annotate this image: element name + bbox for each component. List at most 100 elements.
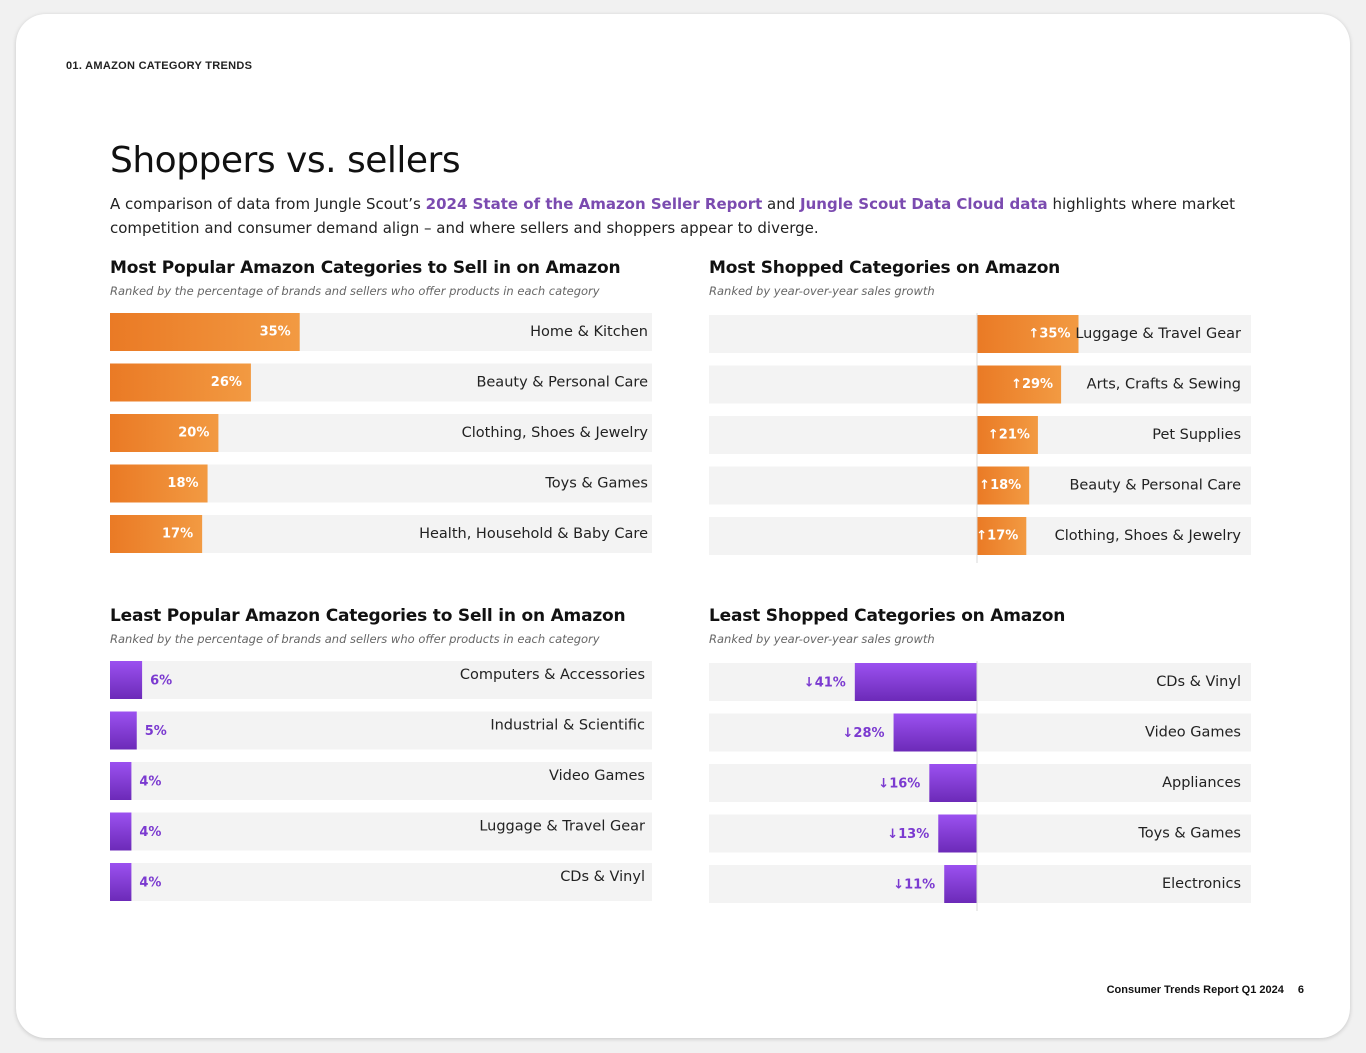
page-number: 6 [1297, 984, 1304, 996]
category-label: Appliances [1162, 775, 1241, 791]
chart-subtitle: Ranked by year-over-year sales growth [709, 284, 935, 298]
data-label: 20% [178, 426, 209, 441]
bar [977, 365, 1062, 404]
bar-track [110, 863, 652, 901]
bar [110, 661, 143, 699]
bar [110, 812, 132, 851]
chart-svg: ↓41% CDs & Vinyl ↓28% Video Games ↓16% Applia… [709, 661, 1251, 911]
panel-most-shopped: Most Shopped Categories on Amazon Ranked… [709, 258, 1254, 563]
page-title: Shoppers vs. sellers [110, 140, 461, 181]
data-label: ↓13% [887, 827, 929, 842]
data-label: 18% [167, 476, 198, 491]
intro-link-data-cloud[interactable]: Jungle Scout Data Cloud data [800, 195, 1048, 213]
page-footer: Consumer Trends Report Q1 2024 6 [1107, 984, 1304, 996]
bar-track [709, 663, 1251, 701]
data-label: ↓28% [843, 726, 885, 741]
bar-track [709, 865, 1251, 903]
bar-track [709, 814, 1251, 853]
bar [110, 762, 132, 800]
panel-least-popular-sell: Least Popular Amazon Categories to Sell … [110, 606, 655, 901]
bar [929, 764, 977, 802]
category-label: Luggage & Travel Gear [479, 819, 645, 835]
category-label: Video Games [549, 768, 645, 784]
bar-track [709, 713, 1251, 752]
bar [977, 315, 1079, 353]
chart-subtitle: Ranked by year-over-year sales growth [709, 632, 935, 646]
intro-text-1: A comparison of data from Jungle Scout’s [110, 195, 426, 213]
category-label: Clothing, Shoes & Jewelry [1055, 528, 1242, 544]
intro-text-2: and [762, 195, 801, 213]
chart-most-shopped: ↑35% Luggage & Travel Gear ↑29% Arts, Craft… [709, 313, 1251, 568]
panel-least-shopped: Least Shopped Categories on Amazon Ranke… [709, 606, 1254, 911]
chart-title: Most Shopped Categories on Amazon [709, 258, 1061, 278]
data-label: ↑29% [1011, 377, 1053, 392]
category-label: Home & Kitchen [530, 324, 648, 340]
chart-svg: ↑35% Luggage & Travel Gear ↑29% Arts, Craft… [709, 313, 1251, 563]
data-label: ↑17% [976, 529, 1018, 544]
data-label: 4% [139, 825, 161, 840]
chart-svg: 6% Computers & Accessories 5% Industrial & … [110, 661, 652, 901]
bar [110, 414, 219, 452]
bar [110, 464, 208, 503]
category-label: Beauty & Personal Care [476, 375, 648, 391]
data-label: ↑18% [979, 478, 1021, 493]
bar [944, 865, 977, 903]
chart-most-popular-sell: 35% Home & Kitchen 26% Beauty & Personal Ca… [110, 313, 652, 568]
data-label: ↑35% [1028, 327, 1070, 342]
chart-title: Least Shopped Categories on Amazon [709, 606, 1066, 626]
intro-text-3: highlights where market competition and … [110, 195, 1236, 237]
footer-report-name: Consumer Trends Report Q1 2024 [1106, 984, 1284, 996]
chart-least-popular-sell: 6% Computers & Accessories 5% Industrial & … [110, 661, 652, 916]
chart-subtitle: Ranked by the percentage of brands and s… [110, 284, 600, 298]
chart-subtitle: Ranked by the percentage of brands and s… [110, 632, 600, 646]
bar-track [110, 762, 652, 800]
data-label: 5% [145, 724, 167, 739]
panel-most-popular-sell: Most Popular Amazon Categories to Sell i… [110, 258, 655, 553]
bar [977, 517, 1027, 555]
chart-title: Least Popular Amazon Categories to Sell … [110, 606, 626, 626]
bar-track [110, 812, 652, 851]
category-label: Video Games [1145, 725, 1241, 741]
bar [977, 466, 1030, 505]
bar [110, 711, 137, 750]
category-label: Toys & Games [544, 476, 648, 492]
chart-title: Most Popular Amazon Categories to Sell i… [110, 258, 621, 278]
data-label: 4% [139, 876, 161, 891]
section-label: 01. AMAZON CATEGORY TRENDS [66, 60, 253, 72]
category-label: Computers & Accessories [460, 667, 645, 683]
category-label: Luggage & Travel Gear [1075, 326, 1241, 342]
bar [893, 713, 977, 752]
data-label: 4% [139, 775, 161, 790]
chart-least-shopped: ↓41% CDs & Vinyl ↓28% Video Games ↓16% Applia… [709, 661, 1251, 916]
category-label: Electronics [1162, 876, 1241, 892]
data-label: ↓16% [878, 777, 920, 792]
intro-link-seller-report[interactable]: 2024 State of the Amazon Seller Report [425, 195, 763, 213]
bar [977, 416, 1038, 454]
data-label: ↓11% [893, 878, 935, 893]
data-label: ↑21% [988, 428, 1030, 443]
category-label: Beauty & Personal Care [1069, 478, 1241, 494]
category-label: Pet Supplies [1152, 427, 1241, 443]
category-label: Arts, Crafts & Sewing [1087, 377, 1241, 393]
bar [854, 663, 977, 701]
chart-svg: 35% Home & Kitchen 26% Beauty & Personal Ca… [110, 313, 652, 553]
data-label: 17% [162, 527, 193, 542]
intro-paragraph: A comparison of data from Jungle Scout’s… [110, 192, 1250, 240]
bar [110, 313, 300, 351]
bar [110, 515, 203, 553]
category-label: Industrial & Scientific [490, 718, 645, 734]
report-page: 01. AMAZON CATEGORY TRENDS Shoppers vs. … [16, 14, 1350, 1038]
bar [110, 863, 132, 901]
data-label: 35% [260, 325, 291, 340]
category-label: Toys & Games [1137, 826, 1241, 842]
category-label: Clothing, Shoes & Jewelry [462, 425, 649, 441]
bar-track [110, 711, 652, 750]
category-label: Health, Household & Baby Care [419, 526, 648, 542]
bar-track [110, 661, 652, 699]
category-label: CDs & Vinyl [560, 869, 645, 885]
bar-track [709, 764, 1251, 802]
data-label: 6% [150, 674, 172, 689]
category-label: CDs & Vinyl [1156, 674, 1241, 690]
data-label: 26% [211, 375, 242, 390]
bar [938, 814, 977, 853]
